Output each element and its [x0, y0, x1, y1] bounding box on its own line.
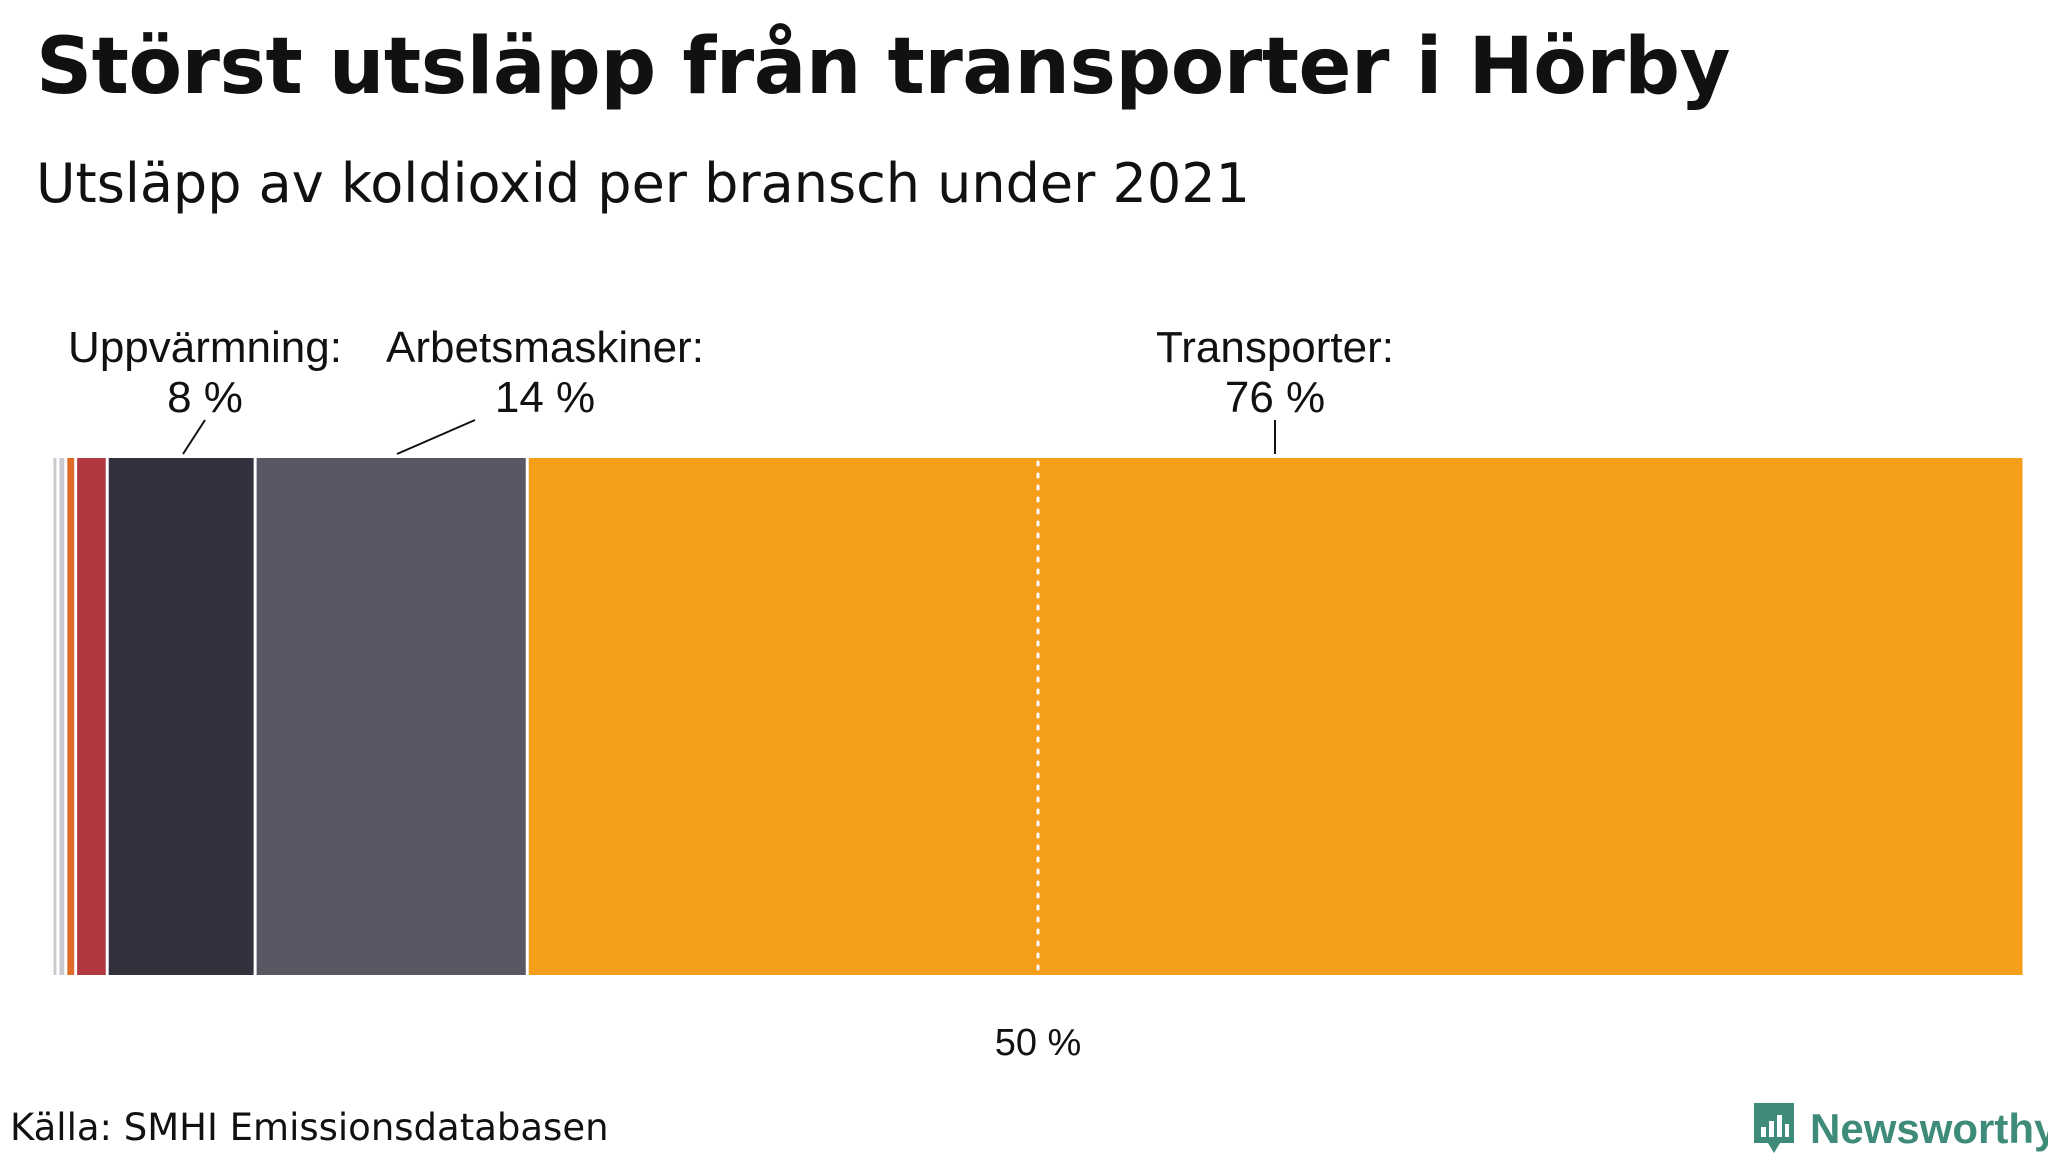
- annotation-label-transporter: Transporter:: [1156, 323, 1394, 372]
- annotation-value-transporter: 76 %: [1225, 373, 1325, 422]
- bar-segment-ovrigt-3: [67, 458, 75, 975]
- reference-line-group: 50 %: [995, 460, 1082, 1064]
- bar-segment-ovrigt-4: [77, 458, 106, 975]
- chart-subtitle: Utsläpp av koldioxid per bransch under 2…: [36, 152, 1250, 215]
- annotation-leader-arbetsmaskiner: [396, 419, 476, 455]
- chart-title: Störst utsläpp från transporter i Hörby: [36, 22, 1731, 112]
- stacked-bar-chart: 50 % Uppvärmning:8 % Arbetsmaskiner:14 % T…: [53, 323, 2023, 1064]
- bar-segment-ovrigt-1: [53, 458, 57, 975]
- brand-name: Newsworthy: [1810, 1105, 2048, 1152]
- annotation-leader-uppvarmning: [182, 419, 206, 455]
- bar-segments: [53, 458, 2023, 975]
- annotation-value-uppvarmning: 8 %: [167, 373, 243, 422]
- annotation-value-arbetsmaskiner: 14 %: [495, 373, 595, 422]
- newsworthy-logo-icon: [1754, 1103, 1794, 1153]
- source-note: Källa: SMHI Emissionsdatabasen: [10, 1106, 609, 1149]
- annotation-group: Uppvärmning:8 % Arbetsmaskiner:14 % Transp…: [68, 323, 1394, 455]
- bar-segment-arbetsmaskiner: [256, 458, 526, 975]
- bar-segment-transporter: [528, 458, 2023, 975]
- bar-segment-ovrigt-2: [59, 458, 65, 975]
- annotation-label-arbetsmaskiner: Arbetsmaskiner:: [386, 323, 704, 372]
- bar-segment-uppvarmning: [108, 458, 254, 975]
- annotation-label-uppvarmning: Uppvärmning:: [68, 323, 342, 372]
- reference-line-label: 50 %: [995, 1022, 1082, 1064]
- brand-logo: Newsworthy: [1750, 1098, 2048, 1160]
